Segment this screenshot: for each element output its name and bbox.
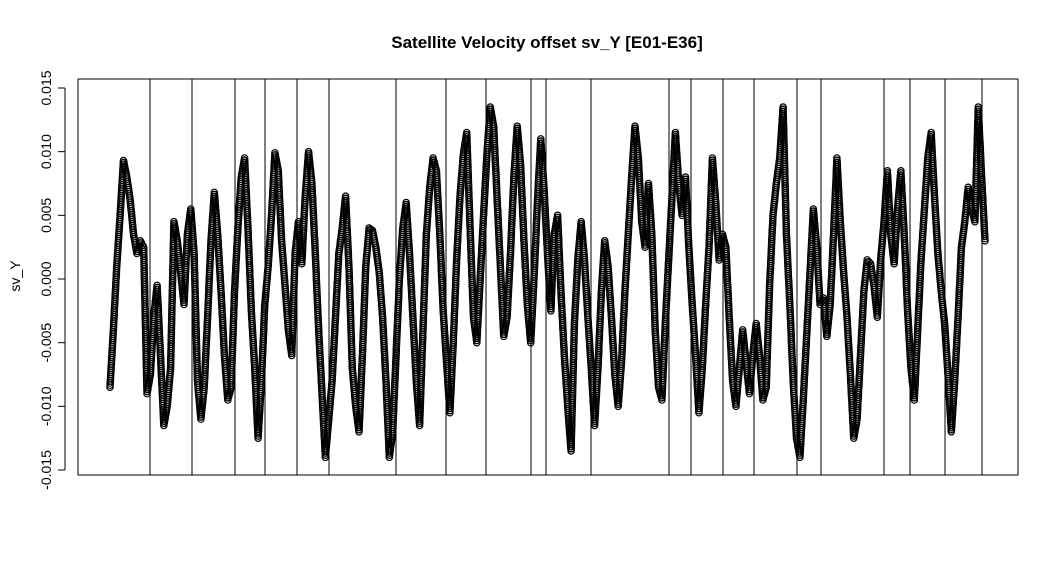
y-tick-label: 0.000	[38, 261, 54, 296]
y-tick-label: -0.015	[38, 450, 54, 490]
y-tick-label: 0.010	[38, 134, 54, 169]
chart-title: Satellite Velocity offset sv_Y [E01-E36]	[391, 33, 703, 52]
scatter-points	[106, 103, 989, 462]
y-tick-label: 0.015	[38, 70, 54, 105]
y-axis: -0.015 -0.010 -0.005 0.000 0.005 0.010 0.015	[38, 70, 66, 490]
y-tick-label: -0.005	[38, 323, 54, 363]
y-tick-label: 0.005	[38, 198, 54, 233]
y-tick-label: -0.010	[38, 386, 54, 426]
y-axis-label: sv_Y	[7, 260, 23, 292]
plot-frame	[77, 78, 1019, 476]
